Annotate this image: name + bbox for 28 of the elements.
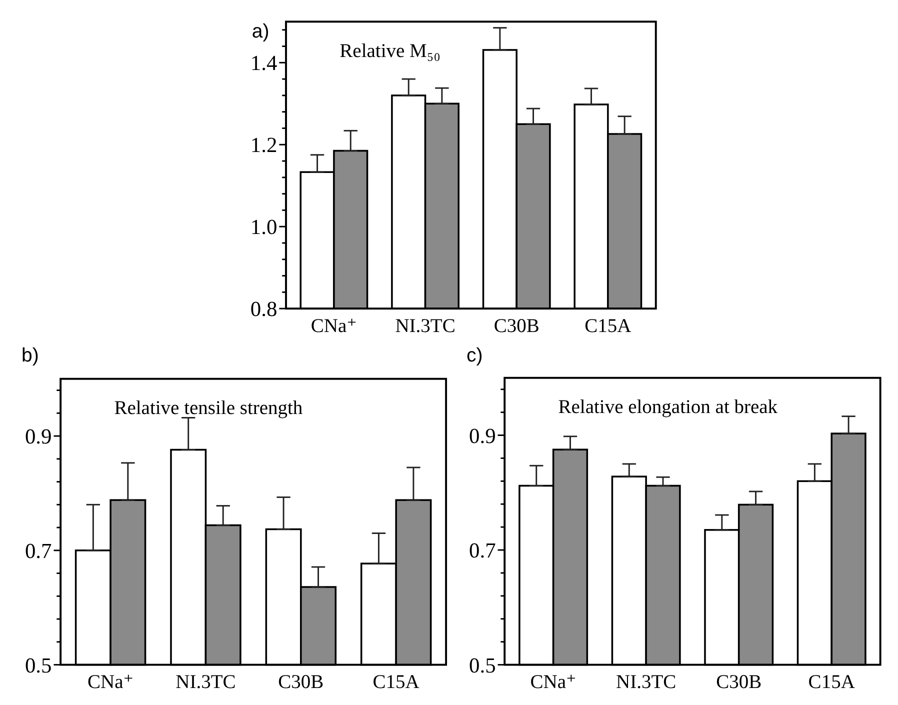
text: c) <box>466 344 483 366</box>
y-tick-label: 0.5 <box>468 653 496 678</box>
x-tick-label: C15A <box>584 316 632 337</box>
y-tick-label: 1.4 <box>250 51 278 76</box>
y-tick-label: 0.5 <box>24 653 52 678</box>
text: Relative tensile strength <box>114 398 303 419</box>
x-tick-label: NI.3TC <box>176 672 236 694</box>
text: b) <box>22 344 39 366</box>
text: Relative M₅₀ <box>340 40 440 62</box>
x-tick-label: NI.3TC <box>616 672 676 694</box>
x-tick-label: C30B <box>716 672 762 694</box>
x-tick-label: C15A <box>808 672 855 694</box>
y-tick-label: 0.9 <box>24 424 52 449</box>
x-tick-label: CNa⁺ <box>88 672 134 694</box>
x-tick-label: C30B <box>278 672 324 694</box>
x-tick-label: C30B <box>494 316 540 337</box>
text: a) <box>252 20 270 42</box>
y-tick-label: 0.7 <box>468 538 496 563</box>
x-tick-label: CNa⁺ <box>530 672 576 694</box>
text: Relative elongation at break <box>558 396 778 418</box>
x-tick-label: C15A <box>372 672 420 694</box>
y-tick-label: 0.9 <box>468 424 496 448</box>
y-tick-label: 1.0 <box>250 215 278 240</box>
y-tick-label: 1.2 <box>250 133 278 158</box>
x-tick-label: CNa⁺ <box>310 316 357 337</box>
y-tick-label: 0.7 <box>24 538 52 563</box>
y-tick-label: 0.8 <box>250 297 278 322</box>
x-tick-label: NI.3TC <box>395 316 456 337</box>
